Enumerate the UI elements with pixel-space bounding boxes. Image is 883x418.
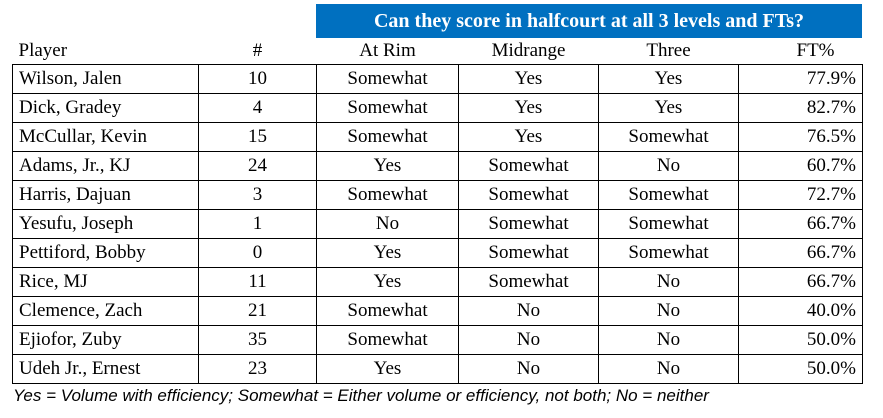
cell-midrange: No: [458, 325, 599, 355]
table-row: Udeh Jr., Ernest 23 Yes No No 50.0%: [12, 354, 863, 384]
cell-at-rim: Somewhat: [316, 93, 459, 123]
cell-three: No: [598, 151, 739, 181]
cell-midrange: Somewhat: [458, 209, 599, 239]
cell-number: 10: [198, 64, 317, 94]
cell-ft-pct: 50.0%: [738, 325, 863, 355]
cell-at-rim: Somewhat: [316, 325, 459, 355]
cell-number: 24: [198, 151, 317, 181]
table-row: Pettiford, Bobby 0 Yes Somewhat Somewhat 66.7…: [12, 238, 863, 268]
cell-midrange: Somewhat: [458, 267, 599, 297]
table-row: McCullar, Kevin 15 Somewhat Yes Somewhat 76.5…: [12, 122, 863, 152]
table-row: Clemence, Zach 21 Somewhat No No 40.0%: [12, 296, 863, 326]
cell-midrange: No: [458, 296, 599, 326]
cell-midrange: Somewhat: [458, 180, 599, 210]
cell-three: Somewhat: [598, 180, 739, 210]
cell-player: Ejiofor, Zuby: [12, 325, 199, 355]
cell-midrange: No: [458, 354, 599, 384]
cell-at-rim: Yes: [316, 267, 459, 297]
cell-number: 1: [198, 209, 317, 239]
cell-three: Somewhat: [598, 122, 739, 152]
cell-ft-pct: 77.9%: [738, 64, 863, 94]
cell-at-rim: Yes: [316, 151, 459, 181]
cell-ft-pct: 40.0%: [738, 296, 863, 326]
cell-player: Clemence, Zach: [12, 296, 199, 326]
cell-midrange: Yes: [458, 93, 599, 123]
cell-at-rim: Somewhat: [316, 180, 459, 210]
cell-midrange: Somewhat: [458, 238, 599, 268]
cell-ft-pct: 66.7%: [738, 209, 863, 239]
table-row: Wilson, Jalen 10 Somewhat Yes Yes 77.9%: [12, 64, 863, 94]
cell-at-rim: No: [316, 209, 459, 239]
cell-three: No: [598, 267, 739, 297]
cell-ft-pct: 50.0%: [738, 354, 863, 384]
cell-midrange: Yes: [458, 64, 599, 94]
cell-ft-pct: 72.7%: [738, 180, 863, 210]
cell-player: Wilson, Jalen: [12, 64, 199, 94]
cell-three: No: [598, 296, 739, 326]
col-header-ft: FT%: [738, 38, 863, 65]
header-row: Player # At Rim Midrange Three FT%: [12, 38, 863, 65]
cell-three: Somewhat: [598, 238, 739, 268]
cell-player: Udeh Jr., Ernest: [12, 354, 199, 384]
cell-number: 23: [198, 354, 317, 384]
cell-number: 0: [198, 238, 317, 268]
table-row: Rice, MJ 11 Yes Somewhat No 66.7%: [12, 267, 863, 297]
cell-ft-pct: 60.7%: [738, 151, 863, 181]
cell-ft-pct: 76.5%: [738, 122, 863, 152]
table-banner-title: Can they score in halfcourt at all 3 lev…: [316, 4, 862, 38]
table-row: Adams, Jr., KJ 24 Yes Somewhat No 60.7%: [12, 151, 863, 181]
table-row: Dick, Gradey 4 Somewhat Yes Yes 82.7%: [12, 93, 863, 123]
table-row: Ejiofor, Zuby 35 Somewhat No No 50.0%: [12, 325, 863, 355]
cell-player: Adams, Jr., KJ: [12, 151, 199, 181]
cell-number: 4: [198, 93, 317, 123]
cell-ft-pct: 66.7%: [738, 267, 863, 297]
cell-ft-pct: 82.7%: [738, 93, 863, 123]
col-header-number: #: [198, 38, 317, 65]
cell-player: Harris, Dajuan: [12, 180, 199, 210]
cell-midrange: Somewhat: [458, 151, 599, 181]
cell-ft-pct: 66.7%: [738, 238, 863, 268]
table-row: Yesufu, Joseph 1 No Somewhat Somewhat 66.7%: [12, 209, 863, 239]
scoring-table: Player # At Rim Midrange Three FT% Wilso…: [12, 38, 863, 384]
cell-player: Yesufu, Joseph: [12, 209, 199, 239]
cell-number: 21: [198, 296, 317, 326]
cell-number: 3: [198, 180, 317, 210]
cell-at-rim: Somewhat: [316, 122, 459, 152]
cell-number: 15: [198, 122, 317, 152]
legend-footnote: Yes = Volume with efficiency; Somewhat =…: [13, 386, 709, 405]
cell-player: Pettiford, Bobby: [12, 238, 199, 268]
cell-player: McCullar, Kevin: [12, 122, 199, 152]
cell-at-rim: Yes: [316, 354, 459, 384]
col-header-at-rim: At Rim: [316, 38, 459, 65]
col-header-midrange: Midrange: [458, 38, 599, 65]
table-row: Harris, Dajuan 3 Somewhat Somewhat Somewhat 7…: [12, 180, 863, 210]
table-body: Wilson, Jalen 10 Somewhat Yes Yes 77.9% Dick, …: [12, 64, 863, 384]
cell-midrange: Yes: [458, 122, 599, 152]
cell-three: No: [598, 325, 739, 355]
col-header-player: Player: [12, 38, 199, 65]
cell-at-rim: Somewhat: [316, 296, 459, 326]
cell-number: 11: [198, 267, 317, 297]
col-header-three: Three: [598, 38, 739, 65]
cell-number: 35: [198, 325, 317, 355]
cell-at-rim: Somewhat: [316, 64, 459, 94]
cell-three: Yes: [598, 64, 739, 94]
cell-three: Somewhat: [598, 209, 739, 239]
cell-player: Rice, MJ: [12, 267, 199, 297]
cell-three: No: [598, 354, 739, 384]
cell-three: Yes: [598, 93, 739, 123]
cell-at-rim: Yes: [316, 238, 459, 268]
cell-player: Dick, Gradey: [12, 93, 199, 123]
